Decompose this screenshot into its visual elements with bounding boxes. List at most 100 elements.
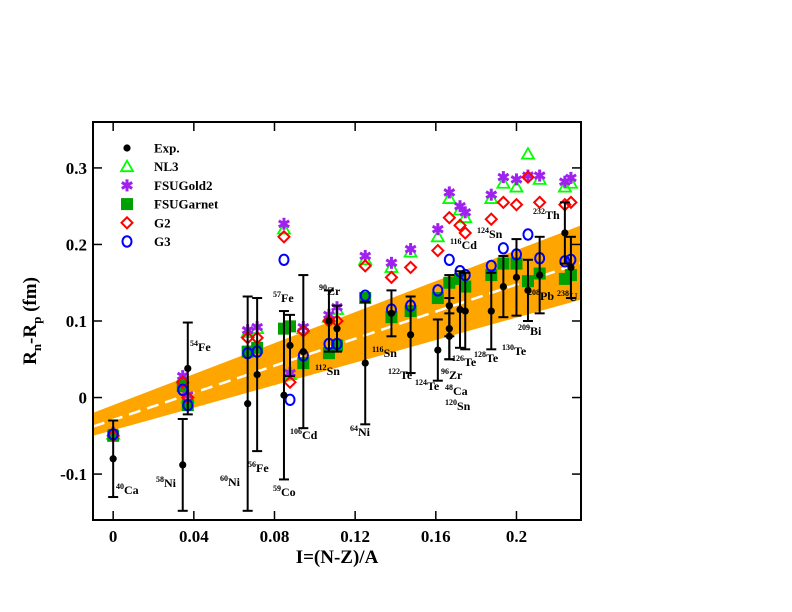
diamond-marker: [484, 212, 499, 227]
element-symbol: Pb: [540, 289, 554, 303]
asterisk-stroke: [121, 181, 133, 190]
y-tick-label: 0.3: [66, 159, 87, 178]
diamond-marker: [496, 195, 511, 210]
triangle-marker: [520, 146, 536, 160]
dot-marker: [286, 341, 294, 350]
isotope-label: 116Cd: [450, 237, 477, 252]
legend-marker: [119, 158, 135, 173]
dot-marker: [325, 317, 333, 325]
y-label-part: -R: [20, 324, 41, 344]
asterisk-marker: [443, 186, 456, 199]
isotope-label: 90Zr: [319, 283, 341, 298]
isotope-label: 106Cd: [290, 427, 318, 442]
isotope-label: 209Bi: [518, 323, 542, 338]
diamond-marker: [277, 229, 291, 244]
asterisk-stroke: [485, 190, 498, 200]
asterisk-marker: [485, 188, 498, 201]
isotope-label: 96Zr: [441, 367, 463, 382]
element-symbol: Fe: [198, 340, 211, 354]
dot-marker: [445, 332, 453, 340]
diamond-marker: [358, 258, 373, 273]
legend-marker: [121, 235, 133, 248]
element-symbol: Te: [486, 351, 499, 365]
dot-marker: [179, 461, 187, 469]
element-symbol: Te: [427, 379, 440, 393]
diamond-marker: [442, 210, 457, 225]
mass-number: 59: [273, 484, 281, 493]
isotope-label: 124Sn: [477, 226, 503, 241]
diamond-marker: [509, 197, 524, 212]
diamond-marker: [521, 170, 535, 185]
mass-number: 128: [474, 350, 486, 359]
asterisk-marker: [459, 206, 472, 219]
isotope-label: 130Te: [502, 343, 527, 358]
isotope-label: 124Te: [415, 378, 440, 393]
square-marker: [176, 380, 189, 393]
isotope-label: 126Te: [452, 354, 477, 369]
asterisk-stroke: [522, 171, 534, 180]
y-axis-label: Rn-Rp (fm): [20, 277, 44, 365]
circle-marker: [432, 284, 444, 297]
y-label-part: (fm): [20, 277, 41, 317]
isotope-label: 58Ni: [156, 475, 177, 490]
mass-number: 232: [533, 207, 545, 216]
element-symbol: U: [569, 290, 578, 304]
circle-marker: [522, 228, 534, 241]
asterisk-stroke: [454, 201, 466, 211]
asterisk-marker: [278, 217, 290, 230]
isotope-label: 122Te: [388, 367, 413, 382]
asterisk-stroke: [459, 208, 472, 217]
mass-number: 120: [445, 398, 457, 407]
dot-marker: [499, 282, 507, 291]
element-symbol: Sn: [327, 364, 341, 378]
isotope-label: 40Ca: [116, 482, 139, 497]
asterisk-marker: [404, 243, 417, 256]
element-symbol: Ca: [453, 384, 468, 398]
triangle-marker: [441, 190, 457, 204]
isotope-label: 128Te: [474, 350, 499, 365]
asterisk-marker: [431, 223, 444, 236]
isotope-label: 232Th: [533, 207, 560, 222]
diamond-marker: [175, 375, 190, 390]
triangle-marker: [508, 179, 525, 193]
mass-number: 126: [452, 354, 464, 363]
legend-marker: [121, 179, 133, 192]
mass-number: 56: [248, 460, 256, 469]
isotope-label: 54Fe: [190, 339, 211, 354]
isotope-label: 208Pb: [528, 288, 554, 303]
element-symbol: Sn: [489, 227, 503, 241]
y-tick-label: 0: [79, 389, 88, 408]
legend-marker: [123, 144, 131, 152]
mass-number: 60: [220, 474, 228, 483]
asterisk-stroke: [564, 173, 577, 183]
x-tick-label: 0.08: [260, 527, 290, 546]
plot-area: [93, 146, 581, 512]
asterisk-stroke: [404, 244, 417, 254]
mass-number: 124: [415, 378, 427, 387]
triangle-marker: [276, 221, 292, 235]
asterisk-marker: [497, 171, 510, 184]
diamond-marker: [403, 260, 418, 275]
mass-number: 106: [290, 427, 302, 436]
legend-label: NL3: [154, 159, 179, 174]
element-symbol: Zr: [449, 368, 463, 382]
element-symbol: Cd: [462, 238, 478, 252]
isotope-label: 120Sn: [445, 398, 471, 413]
element-symbol: Ni: [228, 475, 241, 489]
dot-marker: [333, 325, 341, 333]
triangle-marker: [457, 209, 473, 224]
mass-number: 40: [116, 482, 124, 491]
dot-marker: [561, 229, 569, 237]
asterisk-stroke: [497, 172, 510, 182]
triangle-marker: [557, 179, 573, 193]
circle-marker: [497, 242, 509, 255]
diamond-marker: [458, 226, 473, 240]
circle-marker: [443, 253, 455, 266]
triangle-marker: [430, 228, 446, 243]
legend-label: FSUGarnet: [154, 197, 219, 212]
mass-number: 57: [273, 290, 281, 299]
dot-marker: [461, 307, 469, 315]
dot-marker: [253, 370, 261, 379]
element-symbol: Co: [281, 485, 296, 499]
